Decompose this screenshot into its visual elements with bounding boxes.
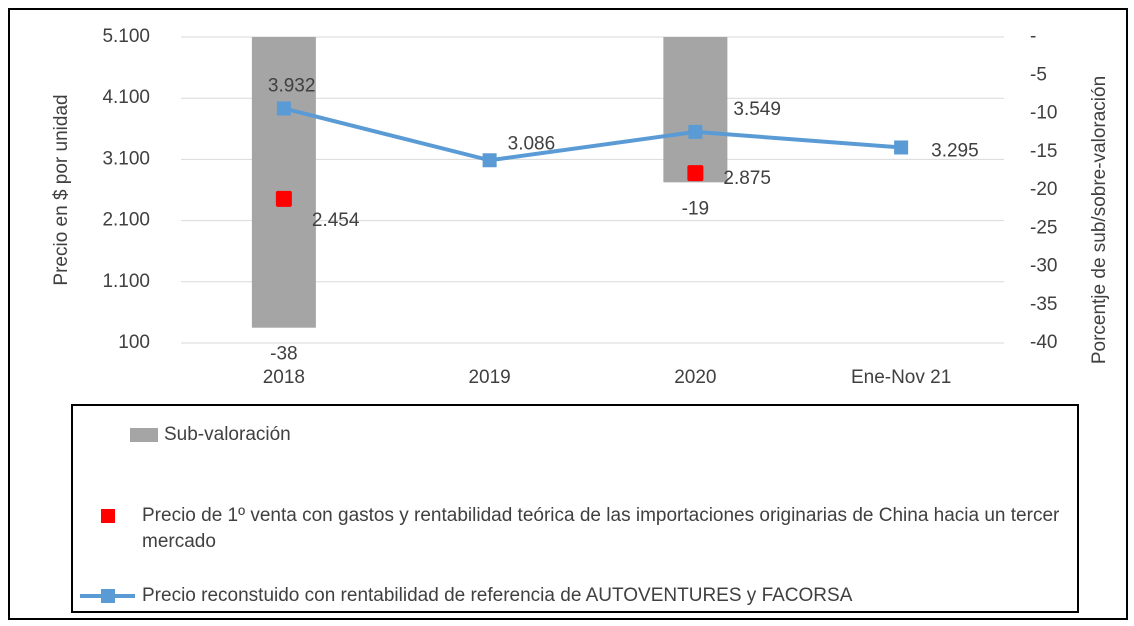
frame <box>8 8 1128 620</box>
marker <box>688 124 703 139</box>
bar <box>251 37 316 328</box>
line-label: 3.549 <box>733 99 781 120</box>
point <box>687 165 704 182</box>
legend-line-marker <box>101 589 115 603</box>
y2-tick-label: -15 <box>1030 141 1057 162</box>
legend-label: Sub-valoración <box>164 424 291 445</box>
line-label: 3.932 <box>268 75 316 96</box>
point <box>275 190 292 207</box>
line-label: 3.086 <box>508 133 556 154</box>
y2-tick-label: -10 <box>1030 103 1057 124</box>
y2-tick-label: -25 <box>1030 217 1057 238</box>
y-tick-label: 2.100 <box>102 210 150 231</box>
point-label: 2.875 <box>723 168 771 189</box>
y-axis-title: Precio en $ por unidad <box>51 94 72 285</box>
y2-tick-label: -30 <box>1030 256 1057 277</box>
legend-label: Precio de 1º venta con gastos y rentabil… <box>142 505 1060 552</box>
bar <box>663 37 728 183</box>
x-tick-label: 2018 <box>263 367 305 388</box>
legend-box <box>71 404 1079 613</box>
y-tick-label: 3.100 <box>102 148 150 169</box>
marker <box>482 153 497 168</box>
legend-scatter-swatch <box>101 509 115 523</box>
bar-label: -19 <box>682 198 709 219</box>
x-tick-label: Ene-Nov 21 <box>851 367 951 388</box>
y2-tick-label: -40 <box>1030 332 1057 353</box>
line-label: 3.295 <box>931 140 979 161</box>
marker <box>894 140 909 155</box>
y2-tick-label: -5 <box>1030 64 1047 85</box>
y2-tick-label: -35 <box>1030 294 1057 315</box>
legend-label: Precio reconstuido con rentabilidad de r… <box>142 585 853 606</box>
y-tick-label: 1.100 <box>102 271 150 292</box>
bar-label: -38 <box>270 344 297 365</box>
marker <box>276 101 291 116</box>
point-label: 2.454 <box>312 210 360 231</box>
legend-bar-swatch <box>130 428 158 442</box>
x-tick-label: 2019 <box>468 367 510 388</box>
y-tick-label: 100 <box>118 332 150 353</box>
x-tick-label: 2020 <box>674 367 716 388</box>
y2-tick-label: -20 <box>1030 179 1057 200</box>
y-tick-label: 4.100 <box>102 87 150 108</box>
y2-axis-title: Porcentje de sub/sobre-valoración <box>1089 76 1110 364</box>
y2-tick-label: - <box>1030 26 1036 47</box>
y-tick-label: 5.100 <box>102 26 150 47</box>
line <box>283 106 902 163</box>
